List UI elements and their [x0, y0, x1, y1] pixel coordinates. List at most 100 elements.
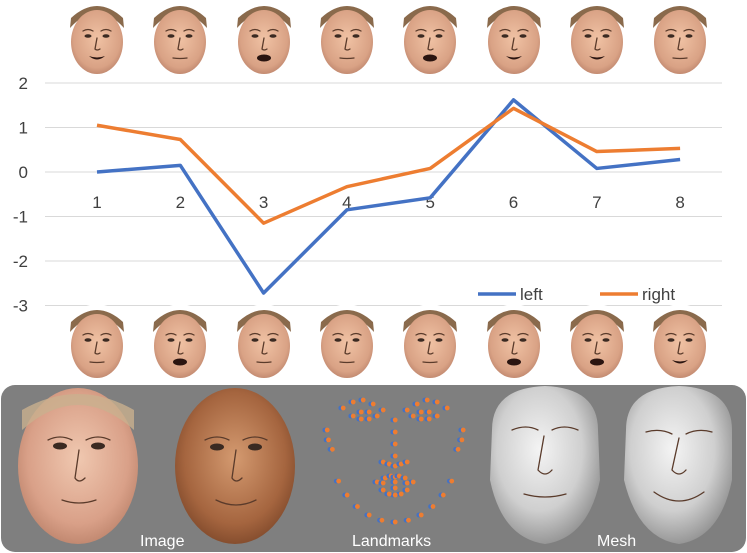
landmark-point	[396, 473, 402, 479]
face-photo-2	[175, 388, 295, 544]
top-face-thumbnail	[65, 0, 129, 76]
landmark-point	[404, 459, 410, 465]
landmark-point	[360, 397, 366, 403]
legend-label-right: right	[642, 285, 675, 304]
landmark-point	[392, 429, 398, 435]
face-photo-1	[18, 388, 138, 544]
landmark-point	[392, 485, 398, 491]
landmark-point	[398, 461, 404, 467]
x-tick-label: 4	[342, 193, 351, 212]
top-face-thumbnail	[482, 0, 546, 76]
landmark-point	[382, 475, 388, 481]
landmark-point	[404, 480, 410, 486]
landmark-point	[410, 413, 416, 419]
bottom-face-thumbnail	[232, 304, 296, 380]
landmark-point	[379, 517, 385, 523]
landmark-point	[386, 491, 392, 497]
landmark-point	[355, 504, 360, 509]
bottom-face-thumbnail	[315, 304, 379, 380]
line-chart: 2 1 0 -1 -2 -3 1 2 3 4 5 6 7 8 left right	[13, 74, 722, 316]
landmark-point	[418, 409, 424, 415]
top-face-thumbnail	[398, 0, 462, 76]
chart-grid	[45, 82, 722, 306]
series-line-left	[96, 98, 681, 295]
landmark-point	[350, 399, 356, 405]
landmark-point	[329, 446, 335, 452]
landmark-point	[406, 517, 411, 523]
landmark-point	[392, 441, 398, 447]
legend: left right	[478, 285, 675, 304]
y-tick-label: 2	[19, 74, 28, 93]
y-tick-label: 0	[19, 163, 28, 182]
top-face-thumbnail	[232, 0, 296, 76]
bottom-face-thumbnail	[398, 304, 462, 380]
input-panel: Image Landmarks Mesh	[1, 385, 746, 552]
landmark-point	[444, 405, 450, 411]
landmark-point	[460, 427, 466, 433]
landmark-point	[340, 405, 346, 411]
series-line-right	[96, 106, 681, 225]
landmark-point	[449, 478, 455, 484]
landmark-point	[402, 475, 408, 481]
landmark-point	[392, 417, 398, 423]
landmark-point	[350, 413, 356, 419]
top-face-thumbnail	[648, 0, 712, 76]
landmark-point	[366, 409, 372, 415]
x-axis-tick-labels: 1 2 3 4 5 6 7 8	[92, 193, 685, 212]
top-face-thumbnail	[565, 0, 629, 76]
mesh-1	[490, 386, 600, 544]
landmark-point	[374, 413, 380, 419]
landmark-point	[380, 487, 386, 493]
landmark-point	[344, 492, 350, 498]
y-tick-label: -2	[13, 252, 28, 271]
landmark-point	[392, 519, 398, 525]
bottom-face-thumbnail	[482, 304, 546, 380]
landmark-point	[366, 416, 372, 422]
label-mesh: Mesh	[597, 533, 636, 550]
y-tick-label: -1	[13, 208, 28, 227]
bottom-face-thumbnail	[65, 304, 129, 380]
landmark-point	[380, 480, 386, 486]
landmark-point	[380, 459, 386, 465]
landmark-point	[418, 512, 424, 518]
landmark-point	[404, 487, 410, 493]
landmark-point	[370, 401, 376, 407]
landmark-point	[426, 409, 432, 415]
x-tick-label: 5	[425, 193, 434, 212]
landmark-point	[455, 446, 461, 452]
landmark-point	[380, 407, 386, 413]
x-tick-label: 3	[259, 193, 268, 212]
landmark-point	[326, 437, 331, 443]
y-axis-tick-labels: 2 1 0 -1 -2 -3	[13, 74, 28, 316]
landmark-point	[459, 437, 465, 443]
landmark-point	[398, 491, 404, 497]
label-image: Image	[140, 533, 185, 550]
landmark-point	[434, 399, 440, 405]
x-tick-label: 1	[92, 193, 101, 212]
landmark-point	[434, 413, 440, 419]
y-tick-label: 1	[19, 119, 28, 138]
landmark-point	[430, 504, 436, 509]
landmark-point	[414, 401, 420, 407]
landmark-point	[336, 478, 342, 484]
landmark-point	[358, 416, 364, 422]
y-tick-label: -3	[13, 297, 28, 316]
series-lines	[96, 98, 681, 295]
landmark-point	[426, 416, 432, 422]
top-face-thumbnail	[148, 0, 212, 76]
landmark-point	[392, 479, 398, 485]
bottom-face-thumbnail	[148, 304, 212, 380]
landmark-point	[392, 463, 398, 469]
legend-label-left: left	[520, 285, 543, 304]
landmark-point	[392, 453, 398, 459]
landmark-point	[440, 492, 446, 498]
bottom-face-thumbnail	[565, 304, 629, 380]
x-tick-label: 2	[176, 193, 185, 212]
bottom-face-thumbnail	[648, 304, 712, 380]
top-face-thumbnail	[315, 0, 379, 76]
landmark-points	[322, 397, 466, 525]
x-tick-label: 6	[509, 193, 518, 212]
mesh-2	[624, 386, 732, 544]
landmark-point	[404, 407, 410, 413]
